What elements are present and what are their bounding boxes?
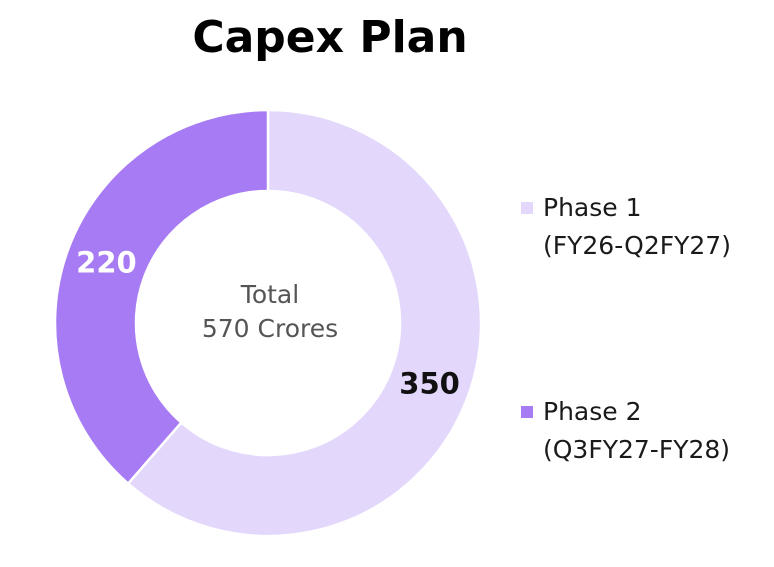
legend-sublabel-phase-1: (FY26-Q2FY27) — [543, 231, 731, 260]
data-labels: 350 220 — [76, 246, 460, 401]
legend-label-phase-2: Phase 2 — [543, 397, 642, 426]
legend-swatch-phase-1 — [521, 202, 533, 214]
legend-item-phase-2: Phase 2 (Q3FY27-FY28) — [521, 397, 730, 464]
donut-slices — [53, 108, 483, 538]
legend: Phase 1 (FY26-Q2FY27) Phase 2 (Q3FY27-FY… — [521, 193, 731, 464]
data-label-phase-1: 350 — [399, 366, 460, 400]
donut-slice-phase-1 — [126, 108, 483, 538]
center-label-line-2: 570 Crores — [202, 314, 338, 343]
center-label: Total 570 Crores — [202, 280, 338, 343]
chart-title: Capex Plan — [192, 12, 467, 63]
legend-item-phase-1: Phase 1 (FY26-Q2FY27) — [521, 193, 731, 260]
legend-sublabel-phase-2: (Q3FY27-FY28) — [543, 435, 730, 464]
data-label-phase-2: 220 — [76, 246, 137, 280]
legend-swatch-phase-2 — [521, 406, 533, 418]
donut-slice-phase-2 — [53, 108, 270, 486]
center-label-line-1: Total — [240, 280, 299, 309]
legend-label-phase-1: Phase 1 — [543, 193, 642, 222]
